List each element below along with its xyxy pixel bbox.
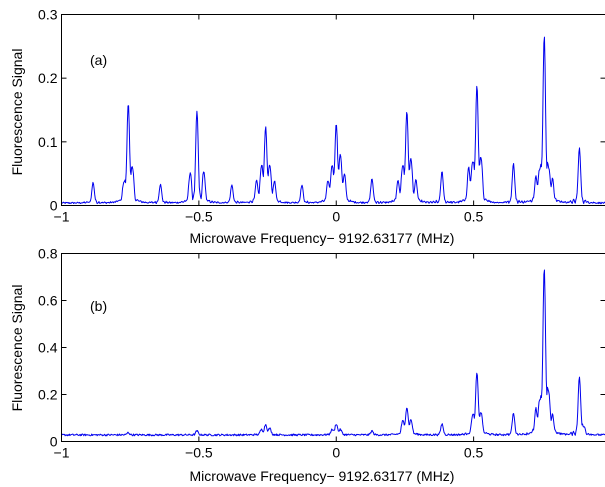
panel-b-y-tick-label: 0: [50, 434, 58, 450]
panel-b-axes-frame: [61, 253, 605, 442]
panel-a-y-tick-label: 0: [50, 198, 58, 214]
panel-b-y-tick-label: 0.8: [38, 246, 58, 262]
panel-a: −1 −0.5 0 0.5 0 0.1 0.2 0.3 (a) Microwave Frequ…: [9, 7, 605, 246]
panel-a-ticks: −1 −0.5 0 0.5 0 0.1 0.2 0.3: [38, 7, 605, 225]
panel-b-ticks: −1 −0.5 0 0.5 0 0.2 0.4 0.6 0.8: [38, 246, 605, 461]
panel-a-y-tick-label: 0.2: [38, 70, 58, 86]
panel-b-x-tick-label: 0.5: [464, 445, 484, 461]
panel-a-x-tick-label: −1: [54, 209, 70, 225]
panel-a-x-tick-label: 0.5: [464, 209, 484, 225]
panel-b-x-tick-label: 0: [332, 445, 340, 461]
panel-b: −1 −0.5 0 0.5 0 0.2 0.4 0.6 0.8 (b) Microwave Fr…: [9, 246, 605, 484]
panel-a-y-axis-label: Fluorescence Signal: [9, 49, 25, 176]
panel-b-x-axis-label: Microwave Frequency− 9192.63177 (MHz): [190, 468, 455, 484]
panel-b-y-tick-label: 0.6: [38, 293, 58, 309]
panel-a-axes-frame: [61, 14, 605, 206]
panel-a-label: (a): [90, 52, 107, 68]
panel-b-y-tick-label: 0.4: [38, 340, 58, 356]
panel-a-y-tick-label: 0.3: [38, 7, 58, 23]
panel-a-x-tick-label: −0.5: [185, 209, 213, 225]
trace-a-series-line: [61, 36, 605, 205]
panel-b-x-tick-label: −1: [54, 445, 70, 461]
panel-b-x-tick-label: −0.5: [185, 445, 213, 461]
panel-b-label: (b): [90, 298, 107, 314]
panel-b-y-axis-label: Fluorescence Signal: [9, 285, 25, 412]
panel-a-x-axis-label: Microwave Frequency− 9192.63177 (MHz): [190, 230, 455, 246]
panel-b-y-tick-label: 0.2: [38, 387, 58, 403]
panel-a-x-tick-label: 0: [332, 209, 340, 225]
panel-a-y-tick-label: 0.1: [38, 134, 58, 150]
trace-b-series-line: [61, 269, 605, 437]
